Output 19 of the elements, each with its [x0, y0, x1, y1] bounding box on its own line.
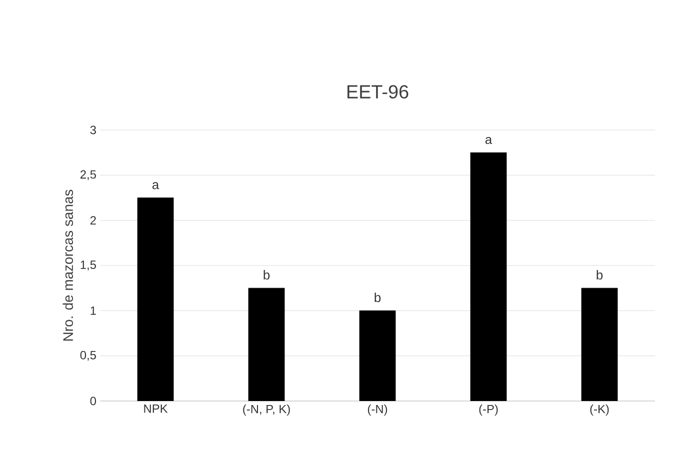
y-tick-label: 3	[90, 126, 96, 134]
x-tick-label: (-N, P, K)	[243, 404, 290, 416]
data-label: b	[596, 270, 603, 280]
y-axis-title: Nro. de mazorcas sanas	[62, 190, 74, 341]
data-label: a	[485, 136, 492, 144]
y-tick-label: 0	[90, 396, 96, 406]
x-tick-label: (-N)	[368, 404, 388, 416]
y-tick-label: 1,5	[80, 260, 96, 270]
x-tick-label: (-K)	[590, 404, 609, 416]
y-tick-label: 1	[90, 306, 96, 315]
x-tick-label: NPK	[144, 404, 168, 413]
y-tick-label: 0,5	[80, 350, 96, 361]
data-label: a	[152, 182, 160, 190]
data-label: b	[374, 292, 381, 302]
data-label: b	[264, 270, 270, 280]
x-tick-label: (-P)	[479, 404, 498, 416]
y-tick-label: 2,5	[80, 170, 96, 180]
y-tick-label: 2	[90, 216, 96, 225]
chart-title: EET-96	[347, 85, 408, 99]
